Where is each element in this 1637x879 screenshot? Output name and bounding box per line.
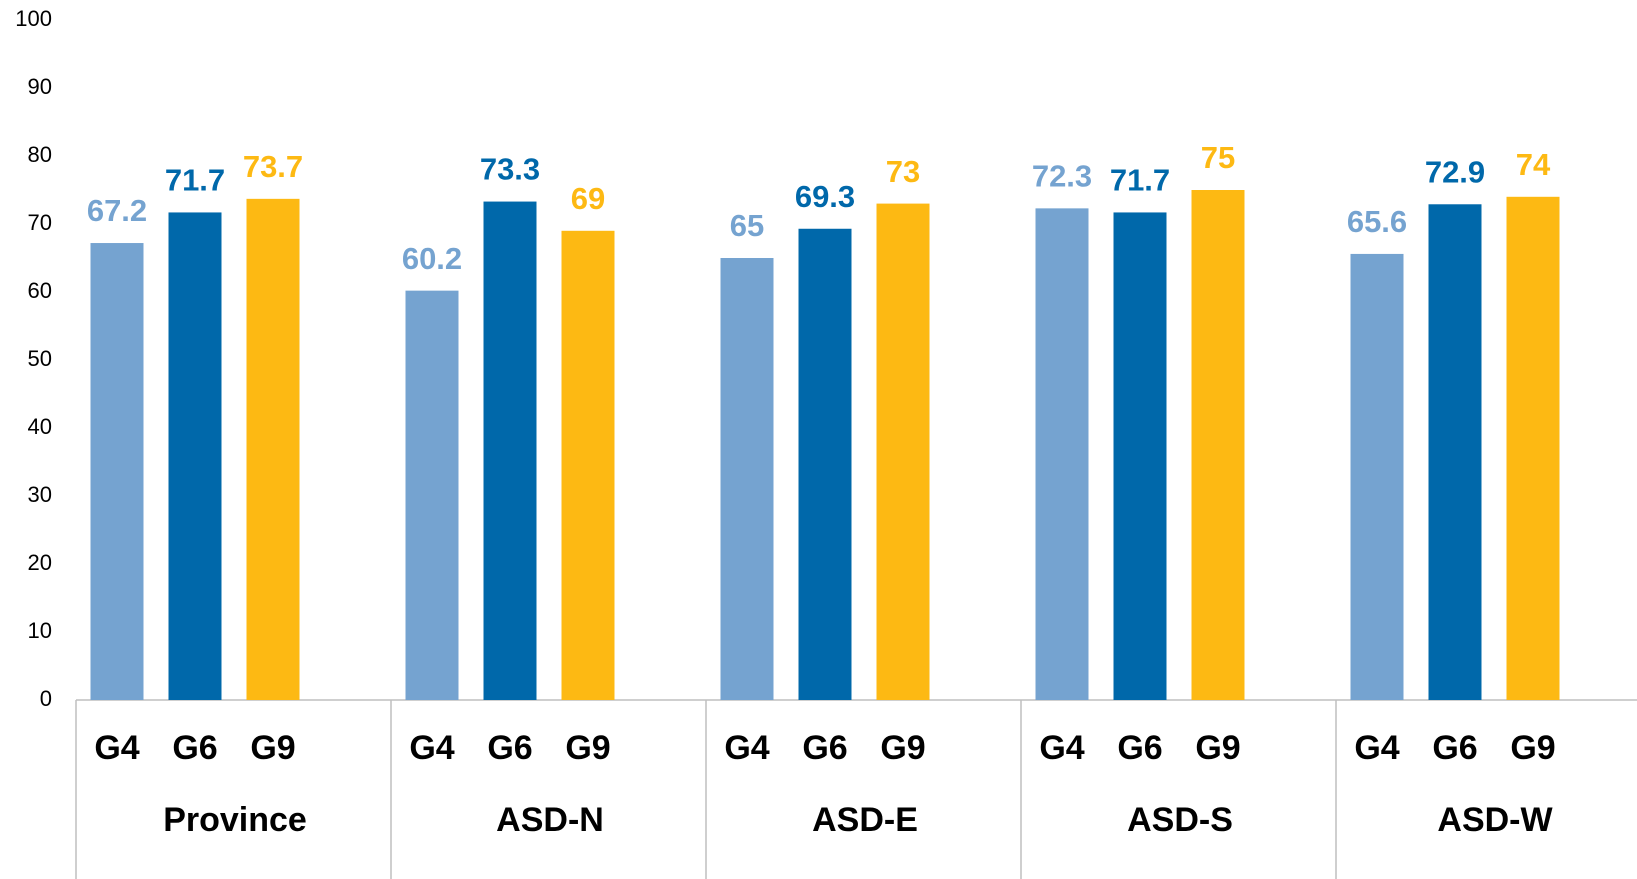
group-label: ASD-W (1437, 801, 1553, 839)
bar (246, 198, 300, 700)
bar (720, 258, 774, 700)
y-tick-label: 40 (28, 414, 52, 439)
series-label: G6 (802, 729, 847, 767)
bar (798, 228, 852, 700)
data-label: 69 (571, 181, 605, 216)
y-tick-label: 30 (28, 482, 52, 507)
bar (405, 290, 459, 700)
data-label: 74 (1516, 147, 1551, 182)
data-label: 71.7 (165, 163, 225, 198)
bar (1506, 196, 1560, 701)
series-label: G4 (94, 729, 139, 767)
data-label: 71.7 (1110, 163, 1170, 198)
y-tick-label: 20 (28, 550, 52, 575)
series-label: G4 (1354, 729, 1399, 767)
data-label: 67.2 (87, 193, 147, 228)
data-label: 65 (730, 208, 764, 243)
y-tick-label: 50 (28, 346, 52, 371)
data-label: 65.6 (1347, 204, 1407, 239)
y-tick-label: 0 (40, 686, 52, 711)
bar (168, 212, 222, 700)
bar (876, 203, 930, 700)
group-label: ASD-E (812, 801, 918, 839)
bar (90, 243, 144, 701)
series-label: G4 (724, 729, 769, 767)
series-label: G9 (565, 729, 610, 767)
data-label: 60.2 (402, 241, 462, 276)
y-tick-label: 70 (28, 210, 52, 235)
series-label: G6 (1432, 729, 1477, 767)
data-label: 73.3 (480, 152, 540, 187)
y-tick-label: 10 (28, 618, 52, 643)
group-label: ASD-S (1127, 801, 1233, 839)
bar (1035, 208, 1089, 701)
data-label: 73.7 (243, 149, 303, 184)
series-label: G4 (409, 729, 454, 767)
data-label: 75 (1201, 140, 1235, 175)
y-tick-label: 90 (28, 74, 52, 99)
bar (1428, 204, 1482, 700)
data-label: 72.3 (1032, 159, 1092, 194)
bar (1350, 253, 1404, 701)
y-tick-label: 60 (28, 278, 52, 303)
group-label: Province (163, 801, 307, 839)
bar (561, 230, 615, 701)
y-tick-label: 80 (28, 142, 52, 167)
bar (483, 201, 537, 700)
bar (1191, 190, 1245, 700)
series-label: G9 (1510, 729, 1555, 767)
series-label: G6 (1117, 729, 1162, 767)
series-label: G4 (1039, 729, 1084, 767)
bar (1113, 212, 1167, 700)
data-label: 73 (886, 154, 920, 189)
data-label: 72.9 (1425, 154, 1485, 189)
series-label: G6 (487, 729, 532, 767)
series-label: G9 (880, 729, 925, 767)
series-label: G9 (250, 729, 295, 767)
group-label: ASD-N (496, 801, 604, 839)
series-label: G9 (1195, 729, 1240, 767)
y-tick-label: 100 (15, 6, 52, 31)
series-label: G6 (172, 729, 217, 767)
data-label: 69.3 (795, 179, 855, 214)
